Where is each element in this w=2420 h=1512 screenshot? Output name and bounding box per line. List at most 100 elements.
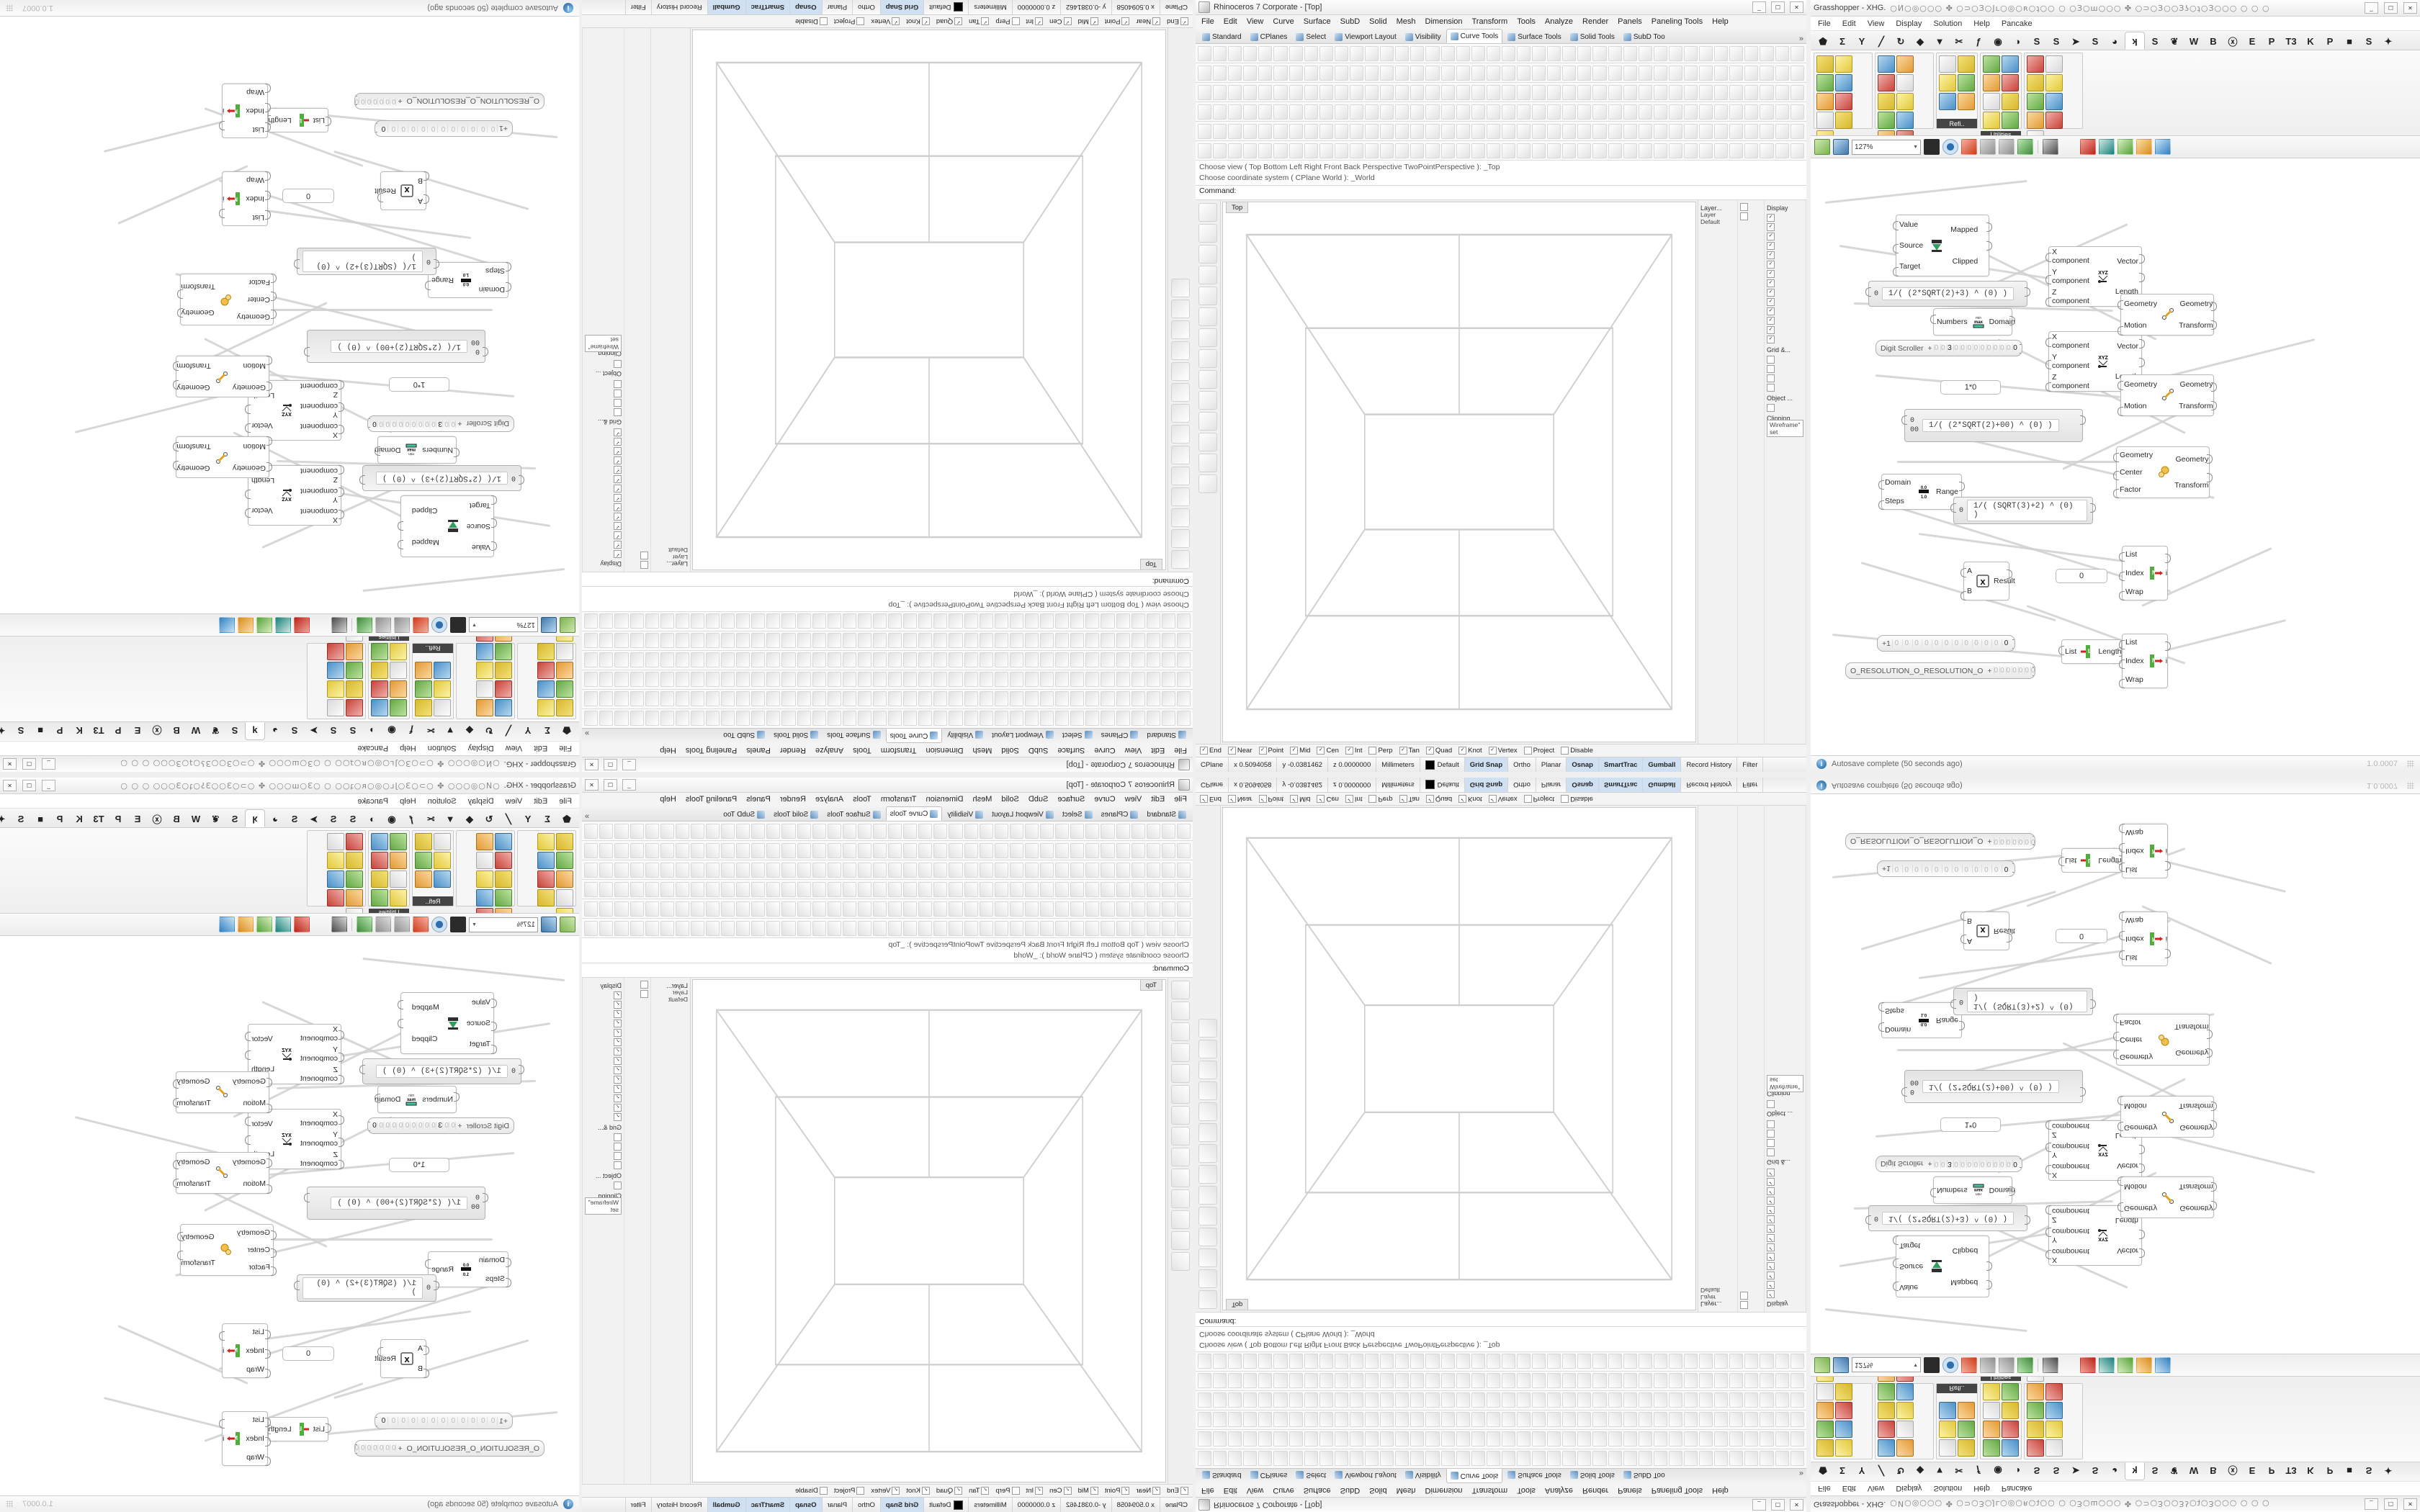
rh-osnap-mid[interactable]: ✓ Mid <box>1078 17 1098 25</box>
rh-osnap-checkbox[interactable]: ✓ <box>954 1487 963 1495</box>
rh-tool-icon[interactable] <box>1289 45 1303 61</box>
gh-component-icon[interactable] <box>1958 93 1975 110</box>
rh-menu-subd[interactable]: SubD <box>1340 17 1361 26</box>
gh-tab-heart-tab[interactable]: ❦ <box>211 725 220 737</box>
gh-component-icon[interactable] <box>346 662 363 679</box>
rh-tool-icon[interactable] <box>1486 1373 1500 1389</box>
rh-menu-curve[interactable]: Curve <box>1273 1486 1294 1495</box>
rh-tool-icon[interactable] <box>1532 1392 1546 1408</box>
gh-scroller-digit[interactable]: 0 <box>2024 667 2029 675</box>
gh-menu-edit[interactable]: Edit <box>534 744 548 753</box>
rh-osnap-checkbox[interactable]: ✓ <box>981 17 990 25</box>
rh-tool-icon[interactable] <box>645 823 659 839</box>
gh-tab-s-tab-2[interactable]: S <box>330 814 337 824</box>
rh-osnap-end[interactable]: ✓ End <box>1167 1487 1188 1495</box>
zoom-extents-icon[interactable] <box>1924 139 1940 155</box>
rh-osnap-cen[interactable]: ✓ Cen <box>1317 795 1339 803</box>
rh-tool-icon[interactable] <box>1024 842 1039 858</box>
rh-tool-icon[interactable] <box>979 920 993 936</box>
gh-input-port-label[interactable]: Wrap <box>2125 675 2143 684</box>
rh-tool-icon[interactable] <box>964 842 978 858</box>
rh-tab-solid-tools[interactable]: Solid Tools <box>770 808 822 821</box>
rh-tool-icon[interactable] <box>1623 1431 1637 1447</box>
rh-tool-icon[interactable] <box>1775 1431 1789 1447</box>
rh-tool-icon[interactable] <box>1699 1451 1713 1467</box>
rh-tool-icon[interactable] <box>1456 45 1470 61</box>
gh-expression-input-label[interactable]: 0 <box>475 347 480 355</box>
rh-osnap-quad[interactable]: ✓ Quad <box>1425 747 1452 755</box>
gh-component-icon[interactable] <box>2027 74 2044 91</box>
rh-tool-icon[interactable] <box>1161 881 1175 897</box>
rh-tool-icon[interactable] <box>964 633 978 649</box>
zoom-level-select[interactable]: 127% ▼ <box>469 917 538 932</box>
rh-tool-icon[interactable] <box>766 633 781 649</box>
gh-input-port-label[interactable]: List <box>2125 638 2138 647</box>
rh-tool-icon[interactable] <box>1040 652 1054 668</box>
rh-tool-icon[interactable] <box>1070 901 1085 917</box>
gh-output-port[interactable] <box>2033 836 2035 845</box>
rh-tab-curve-tools[interactable]: Curve Tools <box>885 806 943 821</box>
gh-input-port[interactable] <box>491 495 497 505</box>
gh-tab-p-tab-2[interactable]: P <box>56 725 63 736</box>
rh-tool-icon[interactable] <box>751 862 766 878</box>
gh-input-port[interactable] <box>506 1258 511 1267</box>
gh-tab-heart-tab[interactable]: ❦ <box>2170 35 2179 47</box>
rh-tool-icon[interactable] <box>1176 881 1191 897</box>
gh-output-port-label[interactable]: Transform <box>2174 481 2209 490</box>
rh-tool-icon[interactable] <box>781 823 796 839</box>
rh-tool-icon[interactable] <box>1532 1373 1546 1389</box>
rh-tool-icon[interactable] <box>645 842 659 858</box>
rh-tool-icon[interactable] <box>1638 1373 1652 1389</box>
gh-output-port[interactable] <box>2139 1164 2145 1173</box>
preview-icon[interactable] <box>431 617 447 633</box>
rh-tool-icon[interactable] <box>766 652 781 668</box>
gh-node-expr1[interactable]: 0 1/( (2*SQRT(2)+3) ^ (0) ) <box>359 465 524 491</box>
rh-tool-icon[interactable] <box>1425 84 1440 100</box>
gh-input-port[interactable] <box>1865 1215 1871 1225</box>
gh-output-port-label[interactable]: Geometry <box>2179 380 2213 390</box>
gh-output-port[interactable] <box>377 1347 383 1356</box>
rh-tool-icon[interactable] <box>797 823 811 839</box>
gh-input-port[interactable] <box>2118 326 2123 336</box>
gh-expression-input-label-2[interactable]: 00 <box>470 1204 480 1212</box>
rh-tool-icon[interactable] <box>1532 1431 1546 1447</box>
rh-osnap-vertex[interactable]: ✓ Vertex <box>871 1487 900 1495</box>
rh-tool-icon[interactable] <box>903 613 918 629</box>
rh-tool-icon[interactable] <box>1653 123 1667 139</box>
gh-scroller-digit[interactable]: 0 <box>489 1417 498 1425</box>
rh-osnap-mid[interactable]: ✓ Mid <box>1290 747 1310 755</box>
rh-tool-icon[interactable] <box>1410 1354 1425 1369</box>
rh-tool-icon[interactable] <box>751 901 766 917</box>
gh-tab-params[interactable]: ⬟ <box>1819 1465 1827 1477</box>
rh-osnap-checkbox[interactable]: ✓ <box>1121 17 1130 25</box>
rh-tool-icon[interactable] <box>842 823 856 839</box>
rh-tool-icon[interactable] <box>1699 1412 1713 1428</box>
rh-tool-icon[interactable] <box>584 691 599 707</box>
gh-tab-kangaroo[interactable]: ◑ <box>2015 36 2020 47</box>
gh-output-port-label[interactable]: i <box>222 107 225 115</box>
rh-tab-surface-tools[interactable]: Surface Tools <box>1504 30 1564 43</box>
gh-component-icon[interactable] <box>2045 55 2063 73</box>
rh-tool-icon[interactable] <box>964 881 978 897</box>
rh-osnap-checkbox[interactable] <box>856 17 865 25</box>
rh-tool-icon[interactable] <box>781 613 796 629</box>
rh-tool-icon[interactable] <box>842 711 856 726</box>
gh-component-icon[interactable] <box>1835 1402 1852 1419</box>
rh-tool-icon[interactable] <box>873 920 887 936</box>
rh-tool-icon[interactable] <box>1790 45 1804 61</box>
gh-input-port-label[interactable]: X component <box>2052 1162 2089 1180</box>
gh-component-icon[interactable] <box>1958 74 1975 91</box>
gh-output-port[interactable] <box>2020 1158 2022 1168</box>
rh-tool-icon[interactable] <box>1410 1451 1425 1467</box>
gh-output-port[interactable] <box>2080 415 2086 425</box>
rh-option-checkbox[interactable]: ✓ <box>1767 1178 1775 1186</box>
gh-component-icon[interactable] <box>1835 1439 1852 1457</box>
gh-component-icon[interactable] <box>415 699 432 716</box>
gh-tab-maths[interactable]: Σ <box>1839 36 1845 47</box>
rh-tool-icon[interactable] <box>599 613 614 629</box>
gh-component-icon[interactable] <box>415 662 432 679</box>
rh-option-checkbox[interactable]: ✓ <box>1767 298 1775 306</box>
gh-input-port-label[interactable]: Z component <box>300 1066 338 1084</box>
rh-osnap-near[interactable]: ✓ Near <box>1227 747 1252 755</box>
rh-tool-icon[interactable] <box>1273 1451 1288 1467</box>
